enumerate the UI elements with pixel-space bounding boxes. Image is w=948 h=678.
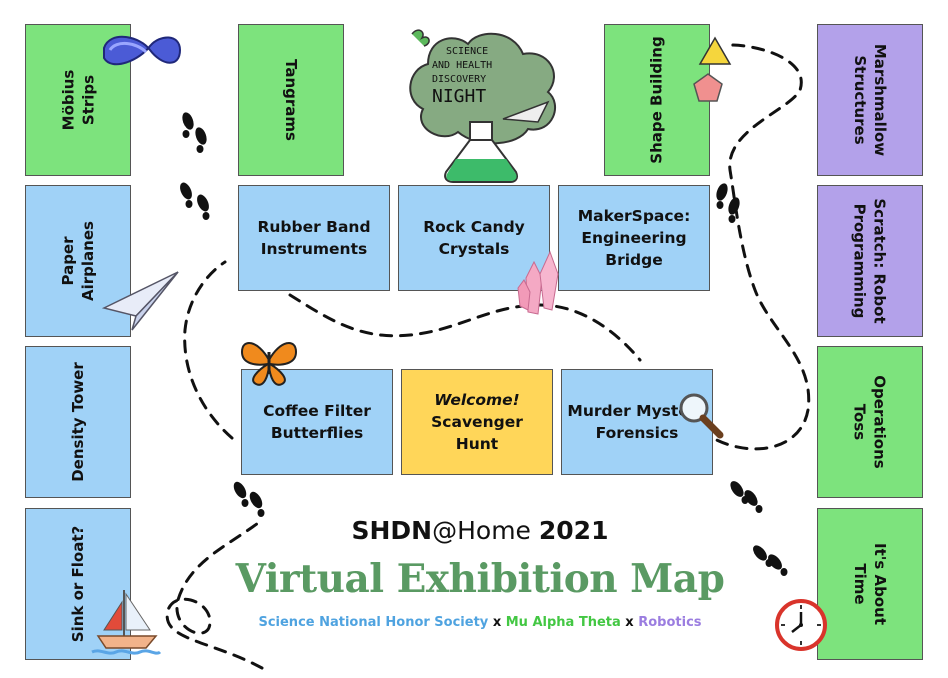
welcome-title: Welcome! bbox=[434, 391, 520, 409]
tile-label: Sink or Float? bbox=[69, 525, 87, 643]
org-science-nhs: Science National Honor Society bbox=[258, 615, 489, 630]
event-year: 2021 bbox=[538, 516, 609, 545]
crystal-icon bbox=[516, 248, 562, 323]
tile-label: Marshmallow Structures bbox=[851, 43, 890, 157]
tile-its-about-time[interactable]: It's About Time bbox=[817, 508, 923, 660]
sailboat-icon bbox=[90, 586, 162, 665]
tile-label: Density Tower bbox=[69, 362, 87, 482]
logo-line-3: DISCOVERY bbox=[432, 74, 486, 85]
shape-triangle-icon bbox=[698, 36, 732, 71]
event-at-home: @Home bbox=[432, 516, 531, 545]
tile-label: Scratch: Robot Programming bbox=[851, 198, 889, 324]
tile-sink-or-float[interactable]: Sink or Float? bbox=[25, 508, 131, 660]
tile-operations-toss[interactable]: Operations Toss bbox=[817, 346, 923, 498]
organizations-line: Science National Honor Society x Mu Alph… bbox=[200, 615, 760, 630]
tile-density-tower[interactable]: Density Tower bbox=[25, 346, 131, 498]
tile-label: Shape Building bbox=[648, 36, 666, 164]
tile-label: Tangrams bbox=[281, 59, 300, 141]
butterfly-icon bbox=[238, 334, 300, 393]
tile-label: Möbius Strips bbox=[59, 69, 97, 131]
tile-tangrams[interactable]: Tangrams bbox=[238, 24, 344, 176]
org-separator: x bbox=[625, 615, 634, 630]
tile-welcome-scavenger-hunt[interactable]: Welcome! Scavenger Hunt bbox=[401, 369, 553, 475]
tile-label: Rubber Band Instruments bbox=[257, 218, 371, 258]
tile-scratch-robot-programming[interactable]: Scratch: Robot Programming bbox=[817, 185, 923, 337]
org-mu-alpha-theta: Mu Alpha Theta bbox=[505, 615, 621, 630]
tile-rubber-band-instruments[interactable]: Rubber Band Instruments bbox=[238, 185, 390, 291]
tile-shape-building[interactable]: Shape Building bbox=[604, 24, 710, 176]
tile-murder-mystery-forensics[interactable]: Murder Mystery Forensics bbox=[561, 369, 713, 475]
tile-label: MakerSpace: Engineering Bridge bbox=[577, 207, 691, 269]
magnifying-glass-icon bbox=[676, 390, 726, 445]
map-title: Virtual Exhibition Map bbox=[235, 556, 725, 602]
tile-label: Operations Toss bbox=[851, 375, 889, 469]
mobius-strip-icon bbox=[100, 28, 184, 83]
org-robotics: Robotics bbox=[638, 615, 702, 630]
tile-label: Scavenger Hunt bbox=[431, 413, 523, 453]
tile-label: Rock Candy Crystals bbox=[423, 218, 525, 258]
tile-coffee-filter-butterflies[interactable]: Coffee Filter Butterflies bbox=[241, 369, 393, 475]
logo-line-2: AND HEALTH bbox=[432, 60, 492, 71]
discovery-night-logo: SCIENCE AND HEALTH DISCOVERY NIGHT bbox=[398, 24, 566, 184]
logo-line-4: NIGHT bbox=[432, 86, 486, 107]
paper-airplane-icon bbox=[101, 270, 182, 337]
logo-line-1: SCIENCE bbox=[446, 46, 488, 57]
shape-pentagon-icon bbox=[692, 72, 724, 109]
tile-paper-airplanes[interactable]: Paper Airplanes bbox=[25, 185, 131, 337]
clock-icon bbox=[774, 598, 828, 657]
tile-rock-candy-crystals[interactable]: Rock Candy Crystals bbox=[398, 185, 550, 291]
tile-label: Coffee Filter Butterflies bbox=[263, 402, 371, 442]
tile-label: Murder Mystery Forensics bbox=[567, 402, 707, 442]
tile-marshmallow-structures[interactable]: Marshmallow Structures bbox=[817, 24, 923, 176]
org-separator: x bbox=[492, 615, 502, 630]
event-title: SHDN@Home 2021 bbox=[200, 516, 760, 545]
tile-label: Paper Airplanes bbox=[59, 221, 97, 301]
event-shdn: SHDN bbox=[351, 516, 433, 545]
tile-label: It's About Time bbox=[851, 543, 889, 625]
tile-makerspace-bridge[interactable]: MakerSpace: Engineering Bridge bbox=[558, 185, 710, 291]
